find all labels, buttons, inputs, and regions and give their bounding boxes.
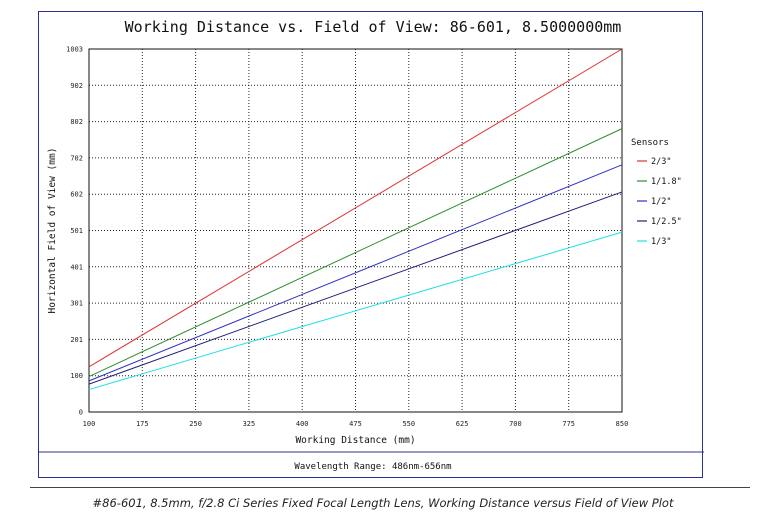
x-tick-label: 250 [189,420,202,428]
caption-divider [30,487,750,488]
legend-label: 1/2.5" [651,217,682,227]
series-line [88,128,623,377]
legend-label: 1/2" [651,197,671,207]
y-tick-label: 702 [70,154,83,162]
x-tick-label: 175 [136,420,149,428]
plot-area [88,48,623,413]
x-tick-label: 700 [509,420,522,428]
y-tick-label: 602 [70,191,83,199]
x-tick-label: 400 [296,420,309,428]
y-tick-label: 301 [70,300,83,308]
figure-caption: #86-601, 8.5mm, f/2.8 Ci Series Fixed Fo… [92,496,674,510]
legend-title: Sensors [631,138,669,148]
y-tick-label: 802 [70,118,83,126]
x-tick-label: 100 [83,420,96,428]
x-tick-label: 625 [456,420,469,428]
y-tick-label: 401 [70,263,83,271]
y-tick-label: 0 [79,409,83,417]
series-line [88,48,623,368]
series-line [88,231,623,391]
y-axis-label: Horizontal Field of View (mm) [47,148,58,314]
series-line [88,164,623,382]
y-tick-label: 501 [70,227,83,235]
x-axis-label: Working Distance (mm) [295,435,415,446]
wavelength-footer: Wavelength Range: 486nm-656nm [294,462,451,472]
y-tick-label: 201 [70,336,83,344]
legend-label: 1/3" [651,237,671,247]
chart-svg: Working Distance vs. Field of View: 86-6… [39,18,704,472]
y-tick-label: 100 [70,372,83,380]
chart-frame: Working Distance vs. Field of View: 86-6… [38,11,704,478]
x-tick-label: 325 [243,420,256,428]
legend-label: 1/1.8" [651,177,682,187]
y-tick-label: 1003 [66,46,83,54]
x-tick-label: 475 [349,420,362,428]
x-tick-label: 850 [616,420,629,428]
y-tick-label: 902 [70,82,83,90]
x-tick-label: 550 [402,420,415,428]
legend-label: 2/3" [651,157,671,167]
x-tick-label: 775 [562,420,575,428]
chart-title: Working Distance vs. Field of View: 86-6… [125,18,622,36]
series-line [88,191,623,385]
